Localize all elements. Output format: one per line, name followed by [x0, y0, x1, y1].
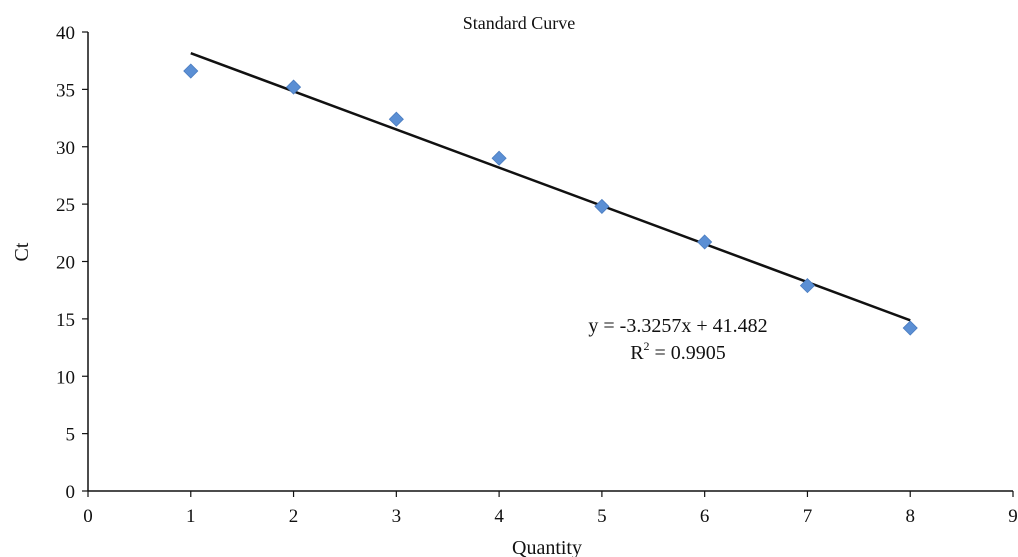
x-tick-label: 5 [597, 506, 607, 527]
data-point [183, 63, 199, 79]
data-points [183, 63, 918, 336]
r-squared-symbol: R [630, 342, 644, 364]
linear-trendline [190, 51, 911, 322]
y-axis-title: Ct [11, 242, 33, 261]
y-tick-label: 30 [56, 138, 75, 159]
x-tick-label: 0 [83, 506, 93, 527]
y-tick-label: 40 [56, 23, 75, 44]
y-tick-label: 20 [56, 253, 75, 274]
r-squared-value: = 0.9905 [650, 342, 726, 364]
ticks: 0 1 2 3 4 5 6 7 8 9 0 5 10 15 20 25 30 35 40 [56, 23, 1018, 527]
trendline-layer [190, 51, 911, 322]
data-point [594, 198, 610, 214]
axes [87, 32, 1013, 492]
x-tick-label: 2 [289, 506, 299, 527]
chart-title: Standard Curve [463, 13, 575, 33]
x-tick-label: 7 [803, 506, 813, 527]
data-point [388, 111, 404, 127]
y-tick-label: 10 [56, 367, 75, 388]
r-squared-label: R2 = 0.9905 [630, 339, 726, 364]
data-point [697, 234, 713, 250]
r-squared-exponent: 2 [644, 339, 650, 353]
y-tick-label: 15 [56, 310, 75, 331]
x-tick-label: 4 [494, 506, 504, 527]
trendline-equation: y = -3.3257x + 41.482 [588, 315, 767, 337]
y-tick-label: 5 [66, 425, 76, 446]
y-tick-label: 35 [56, 80, 75, 101]
data-point [902, 320, 918, 336]
x-tick-label: 1 [186, 506, 196, 527]
data-point [285, 79, 302, 95]
x-tick-label: 3 [392, 506, 402, 527]
data-point [799, 278, 816, 294]
x-tick-label: 9 [1008, 506, 1018, 527]
data-point [491, 150, 507, 166]
x-tick-label: 8 [905, 506, 915, 527]
y-tick-label: 25 [56, 195, 75, 216]
x-axis-title: Quantity [512, 537, 582, 557]
y-tick-label: 0 [66, 482, 76, 503]
x-tick-label: 6 [700, 506, 710, 527]
